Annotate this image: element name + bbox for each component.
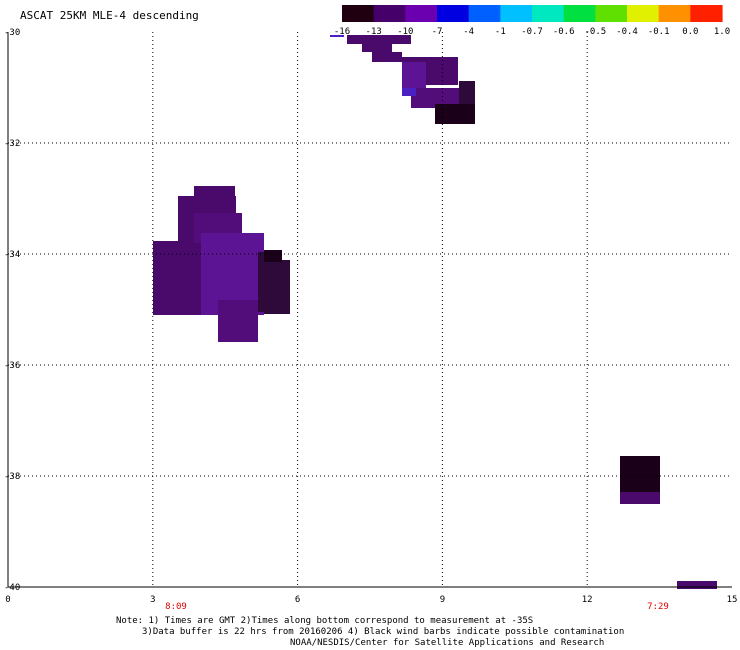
note-line-3: NOAA/NESDIS/Center for Satellite Applica… [290, 638, 605, 648]
colorbar-segment [342, 5, 375, 22]
longitude-label: 0 [5, 595, 10, 605]
time-label: 7:29 [647, 602, 669, 612]
colorbar-tick: -0.1 [648, 27, 670, 37]
latitude-label: -34 [4, 250, 20, 260]
colorbar-segment [595, 5, 628, 22]
colorbar-tick: -10 [397, 27, 413, 37]
colorbar-tick: 1.0 [714, 27, 730, 37]
latitude-label: -30 [4, 28, 20, 38]
map-frame [7, 32, 732, 588]
time-label: 8:09 [165, 602, 187, 612]
latitude-labels: -30 -32 -34 -36 -38 -40 [4, 28, 20, 593]
wind-cell [218, 300, 258, 342]
time-labels: 8:09 7:29 [165, 602, 669, 612]
wind-cell [264, 250, 282, 262]
colorbar-tick: -7 [432, 27, 443, 37]
colorbar-segment [658, 5, 691, 22]
latitude-label: -40 [4, 583, 20, 593]
wind-cell [435, 104, 475, 124]
wind-cell [677, 581, 717, 589]
colorbar-segment [690, 5, 723, 22]
colorbar-segment [437, 5, 470, 22]
latitude-label: -38 [4, 472, 20, 482]
wind-cell [620, 492, 660, 504]
longitude-label: 15 [727, 595, 738, 605]
wind-cell [347, 35, 411, 44]
colorbar-tick: -0.4 [616, 27, 638, 37]
longitude-label: 9 [440, 595, 445, 605]
colorbar-segment [500, 5, 533, 22]
colorbar-tick: 0.0 [682, 27, 698, 37]
wind-cell [402, 62, 426, 92]
colorbar-tick: -0.6 [553, 27, 575, 37]
longitude-labels: 0 3 6 9 12 15 [5, 595, 737, 605]
wind-cell [411, 88, 459, 108]
latitude-label: -32 [4, 139, 20, 149]
colorbar-segment [468, 5, 501, 22]
colorbar-tick: -1 [495, 27, 506, 37]
colorbar-tick: -4 [463, 27, 474, 37]
colorbar-segment [563, 5, 596, 22]
colorbar-segment [627, 5, 660, 22]
wind-cell [258, 252, 265, 312]
colorbar-tick-labels: -16 -13 -10 -7 -4 -1 -0.7 -0.6 -0.5 -0.4 -0.1 0.0 1.… [334, 27, 730, 37]
longitude-label: 6 [295, 595, 300, 605]
wind-cell [362, 44, 392, 52]
colorbar [342, 5, 723, 22]
longitude-label: 3 [150, 595, 155, 605]
wind-cell [264, 260, 290, 314]
wind-cell [330, 35, 344, 37]
colorbar-tick: -13 [366, 27, 382, 37]
note-line-2: 3)Data buffer is 22 hrs from 20160206 4)… [142, 627, 625, 637]
longitude-label: 12 [582, 595, 593, 605]
data-cells [153, 35, 717, 589]
graticule [8, 32, 732, 587]
colorbar-segment [405, 5, 438, 22]
latitude-label: -36 [4, 361, 20, 371]
note-line-1: Note: 1) Times are GMT 2)Times along bot… [116, 616, 534, 626]
colorbar-tick: -0.7 [521, 27, 543, 37]
wind-cell [153, 241, 201, 315]
colorbar-segment [532, 5, 565, 22]
wind-cell [402, 88, 416, 96]
colorbar-segment [373, 5, 406, 22]
wind-cell [372, 52, 402, 62]
map-title: ASCAT 25KM MLE-4 descending [20, 9, 199, 22]
colorbar-tick: -16 [334, 27, 350, 37]
colorbar-tick: -0.5 [584, 27, 606, 37]
wind-cell [459, 81, 475, 106]
